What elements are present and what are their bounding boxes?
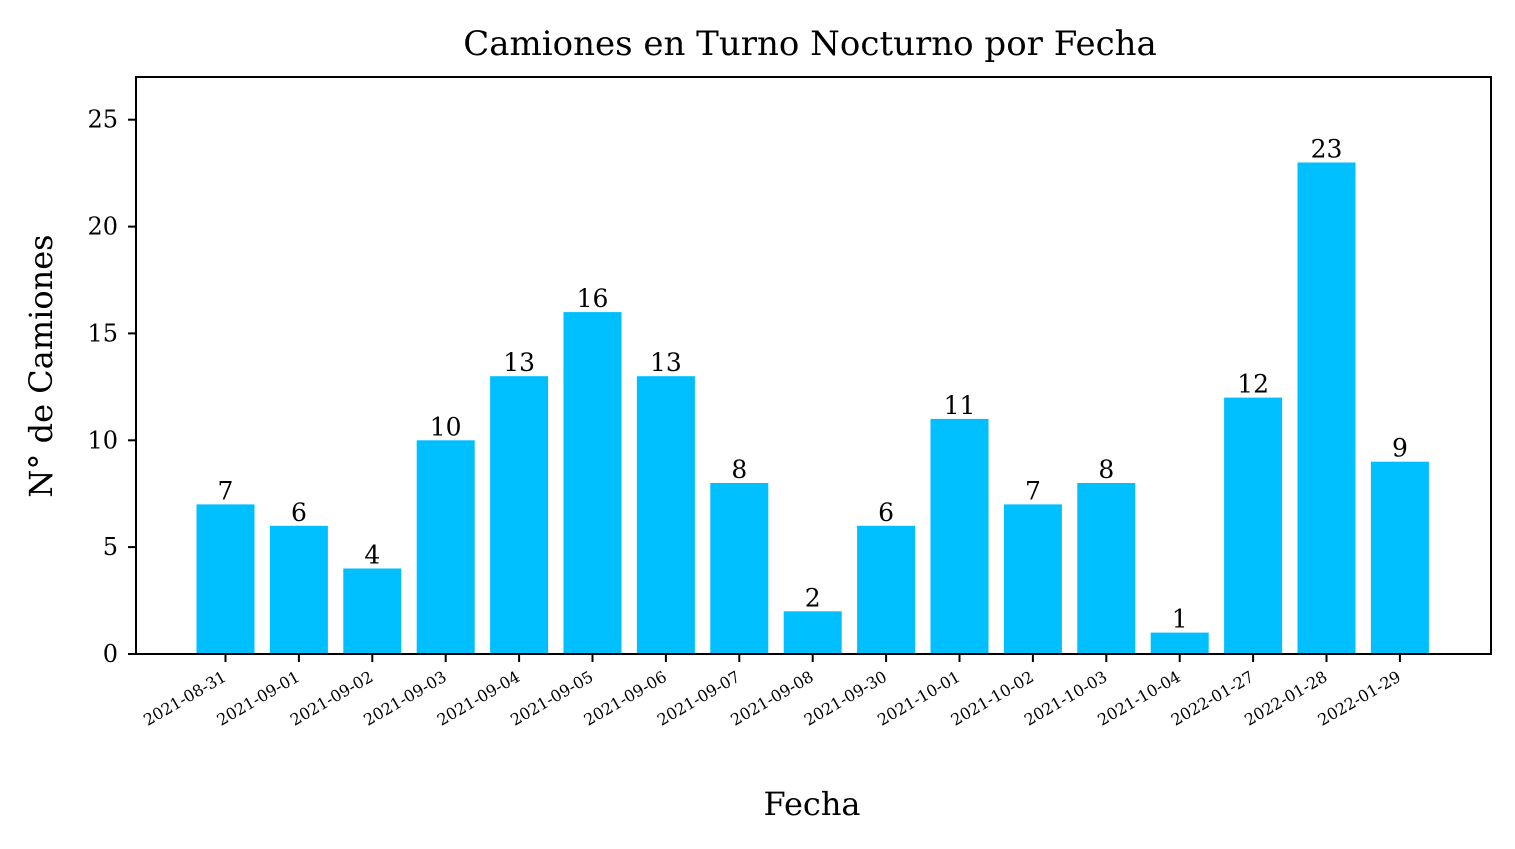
x-tick-label: 2021-09-02 bbox=[287, 667, 376, 730]
x-tick-label: 2022-01-27 bbox=[1168, 667, 1257, 730]
x-tick-label: 2021-09-03 bbox=[360, 667, 449, 730]
bar-2021-10-03 bbox=[1077, 483, 1136, 654]
x-tick-label: 2021-10-03 bbox=[1021, 667, 1110, 730]
bar-value-label: 7 bbox=[218, 476, 234, 505]
bar-2021-09-30 bbox=[857, 525, 916, 654]
x-tick-label: 2021-09-30 bbox=[801, 667, 890, 730]
x-tick-label: 2021-08-31 bbox=[140, 667, 229, 730]
bar-value-label: 10 bbox=[430, 412, 462, 441]
bar-value-label: 9 bbox=[1392, 434, 1408, 463]
x-tick-label: 2021-10-01 bbox=[874, 667, 963, 730]
x-axis: 2021-08-312021-09-012021-09-022021-09-03… bbox=[140, 654, 1404, 730]
bar-2021-09-03 bbox=[416, 440, 475, 654]
x-tick-label: 2021-09-04 bbox=[434, 667, 523, 730]
bar-2021-10-01 bbox=[930, 418, 989, 654]
bar-2022-01-28 bbox=[1297, 162, 1356, 654]
bar-value-label: 1 bbox=[1172, 605, 1188, 634]
bar-value-label: 2 bbox=[805, 583, 821, 612]
y-tick-label: 10 bbox=[87, 426, 118, 454]
bar-value-label: 13 bbox=[503, 348, 535, 377]
bar-2021-09-05 bbox=[563, 312, 622, 654]
y-tick-label: 25 bbox=[87, 106, 118, 134]
bar-value-label: 8 bbox=[731, 455, 747, 484]
bar-2021-09-01 bbox=[269, 525, 328, 654]
bar-2021-10-04 bbox=[1150, 632, 1209, 654]
bars-group bbox=[196, 162, 1429, 654]
x-tick-label: 2021-10-02 bbox=[948, 667, 1037, 730]
bar-value-label: 7 bbox=[1025, 476, 1041, 505]
bar-value-label: 6 bbox=[291, 498, 307, 527]
y-axis: 0 5 10 15 20 25 bbox=[87, 106, 136, 668]
bar-value-label: 4 bbox=[364, 541, 380, 570]
bar-labels-group: 7 6 4 10 13 16 13 8 2 6 11 7 8 1 12 23 9 bbox=[218, 135, 1408, 634]
y-axis-label: N° de Camiones bbox=[22, 234, 60, 497]
plot-frame bbox=[135, 76, 1492, 655]
bar-value-label: 16 bbox=[577, 284, 609, 313]
x-axis-label: Fecha bbox=[764, 785, 861, 823]
x-tick-label: 2022-01-28 bbox=[1241, 667, 1330, 730]
bar-value-label: 6 bbox=[878, 498, 894, 527]
bar-2022-01-27 bbox=[1224, 397, 1283, 654]
x-tick-label: 2021-09-06 bbox=[581, 667, 670, 730]
y-tick-label: 15 bbox=[87, 319, 118, 347]
bar-2022-01-29 bbox=[1370, 461, 1429, 654]
bar-2021-09-08 bbox=[783, 611, 842, 654]
x-tick-label: 2021-09-08 bbox=[727, 667, 816, 730]
x-tick-label: 2021-09-07 bbox=[654, 667, 743, 730]
bar-2021-09-02 bbox=[343, 568, 402, 654]
bar-2021-10-02 bbox=[1003, 504, 1062, 654]
y-tick-label: 20 bbox=[87, 213, 118, 241]
bar-2021-08-31 bbox=[196, 504, 255, 654]
y-tick-label: 5 bbox=[103, 533, 118, 561]
y-tick-label: 0 bbox=[103, 640, 118, 668]
bar-value-label: 12 bbox=[1237, 370, 1269, 399]
bar-2021-09-04 bbox=[490, 376, 549, 654]
bar-value-label: 8 bbox=[1098, 455, 1114, 484]
bar-value-label: 11 bbox=[944, 391, 976, 420]
x-tick-label: 2021-09-01 bbox=[214, 667, 303, 730]
bar-value-label: 13 bbox=[650, 348, 682, 377]
x-tick-label: 2021-09-05 bbox=[507, 667, 596, 730]
x-tick-label: 2021-10-04 bbox=[1094, 667, 1183, 730]
chart-title: Camiones en Turno Nocturno por Fecha bbox=[463, 24, 1157, 64]
bar-value-label: 23 bbox=[1311, 135, 1343, 164]
bar-2021-09-06 bbox=[636, 376, 695, 654]
x-tick-label: 2022-01-29 bbox=[1315, 667, 1404, 730]
bar-2021-09-07 bbox=[710, 483, 769, 654]
